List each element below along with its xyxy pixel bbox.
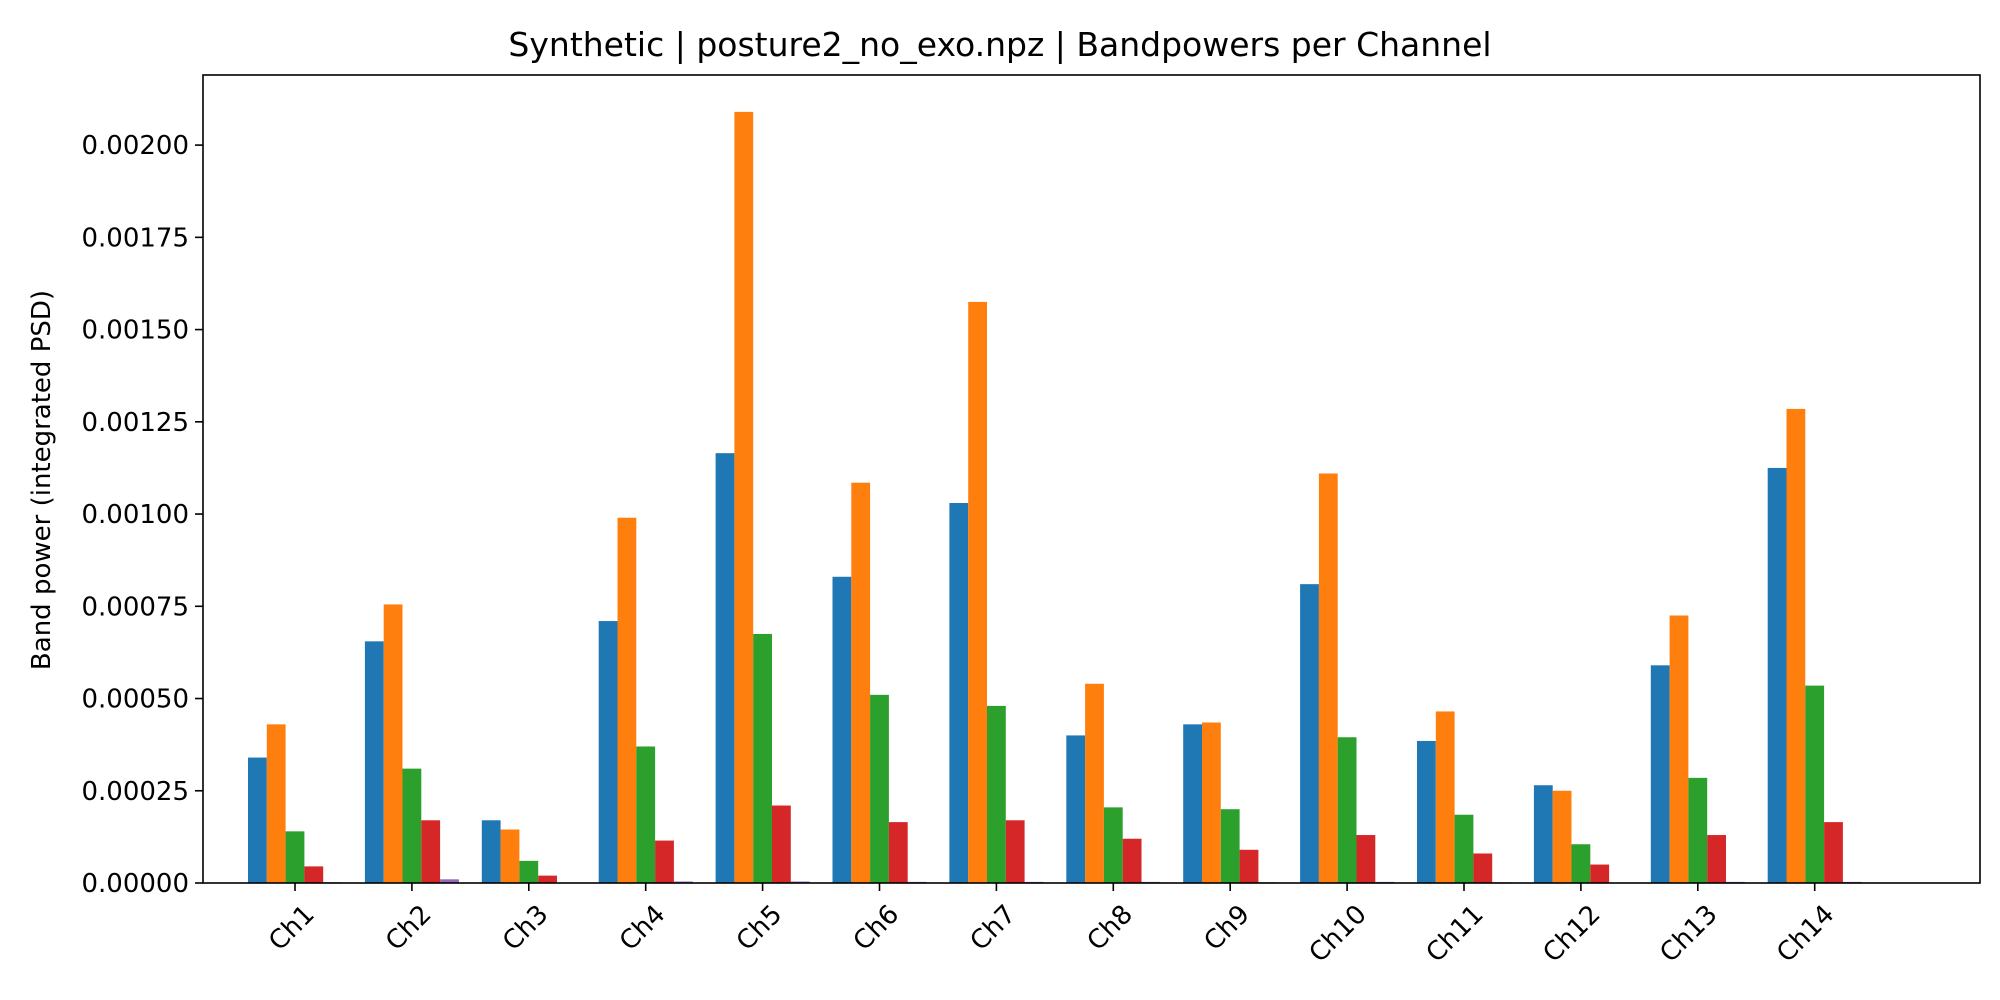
bar-ch4-s4 (655, 840, 674, 883)
bar-ch4-s1 (598, 621, 618, 883)
x-tick-label-ch5: Ch5 (731, 899, 788, 956)
bar-ch11-s3 (1454, 814, 1474, 883)
y-tick-label: 0.00125 (81, 408, 189, 438)
bar-ch11-s1 (1417, 740, 1436, 883)
bar-ch8-s3 (1103, 807, 1123, 883)
bar-ch13-s1 (1650, 665, 1670, 883)
x-tick-label-ch2: Ch2 (380, 899, 437, 956)
bar-ch14-s1 (1767, 467, 1787, 883)
bar-ch14-s3 (1805, 685, 1825, 883)
bar-ch2-s5 (440, 879, 459, 883)
bar-ch2-s3 (402, 768, 422, 883)
bar-ch12-s2 (1552, 790, 1572, 883)
bar-ch4-s3 (636, 746, 656, 883)
x-tick-label-ch12: Ch12 (1537, 899, 1606, 968)
bar-ch4-s2 (617, 517, 637, 883)
bar-ch12-s4 (1590, 864, 1610, 883)
bar-ch9-s2 (1202, 722, 1221, 883)
bar-ch1-s1 (248, 757, 267, 883)
bar-ch7-s1 (949, 502, 969, 883)
y-tick-label: 0.00175 (81, 223, 189, 253)
bar-ch6-s1 (832, 576, 852, 883)
bar-ch13-s3 (1688, 777, 1708, 883)
bar-ch12-s1 (1533, 785, 1553, 883)
bar-ch7-s4 (1005, 820, 1025, 883)
bar-ch12-s3 (1571, 844, 1591, 883)
chart-title: Synthetic | posture2_no_exo.npz | Bandpo… (508, 25, 1491, 64)
bar-ch13-s4 (1707, 835, 1726, 883)
y-tick-label: 0.00100 (81, 500, 189, 530)
y-tick-label: 0.00050 (81, 685, 189, 715)
y-tick-label: 0.00150 (81, 316, 189, 346)
bar-ch3-s1 (481, 820, 501, 883)
bar-ch10-s2 (1318, 473, 1338, 883)
bar-ch9-s3 (1220, 809, 1240, 883)
x-axis-ticks: Ch1 Ch2 Ch3 Ch4 Ch5 Ch6 Ch7 Ch8 Ch9 Ch10 Ch11 Ch12 C… (263, 883, 1840, 969)
bar-ch10-s1 (1300, 584, 1319, 883)
bar-ch8-s1 (1066, 735, 1086, 883)
bar-ch6-s4 (888, 822, 908, 883)
bar-ch7-s2 (968, 301, 987, 883)
x-tick-label-ch14: Ch14 (1771, 899, 1840, 968)
x-tick-label-ch6: Ch6 (848, 899, 905, 956)
x-tick-label-ch13: Ch13 (1654, 899, 1723, 968)
bar-ch10-s3 (1337, 737, 1357, 883)
bar-ch8-s4 (1122, 838, 1142, 883)
y-axis-label: Band power (integrated PSD) (27, 290, 57, 670)
bar-ch10-s4 (1356, 835, 1376, 883)
x-tick-label-ch9: Ch9 (1198, 899, 1255, 956)
x-tick-label-ch7: Ch7 (965, 899, 1022, 956)
bar-ch7-s3 (987, 705, 1006, 883)
bar-ch13-s2 (1669, 615, 1689, 883)
y-tick-label: 0.00025 (81, 777, 189, 807)
y-tick-label: 0.00000 (81, 869, 189, 899)
bar-ch9-s4 (1239, 849, 1259, 883)
bar-ch3-s4 (538, 875, 557, 883)
bar-ch8-s2 (1085, 683, 1104, 883)
bar-ch3-s3 (519, 860, 539, 883)
bar-ch14-s4 (1824, 822, 1843, 883)
bars-group (248, 111, 1862, 883)
bar-ch5-s3 (753, 633, 772, 883)
bar-ch11-s2 (1435, 711, 1455, 883)
bar-ch2-s4 (421, 820, 441, 883)
bar-ch2-s2 (383, 604, 403, 883)
x-tick-label-ch8: Ch8 (1082, 899, 1139, 956)
bar-ch1-s2 (266, 724, 286, 883)
x-tick-label-ch3: Ch3 (497, 899, 554, 956)
bar-ch2-s1 (364, 641, 384, 883)
bar-ch1-s3 (285, 831, 305, 883)
plot-frame (202, 74, 1981, 884)
x-tick-label-ch4: Ch4 (614, 899, 671, 956)
bar-ch6-s2 (851, 482, 871, 883)
x-tick-label-ch10: Ch10 (1304, 899, 1373, 968)
y-tick-label: 0.00200 (81, 131, 189, 161)
bar-ch5-s1 (715, 453, 735, 883)
bar-ch9-s1 (1183, 724, 1202, 883)
bar-ch11-s4 (1473, 853, 1493, 883)
bar-ch14-s2 (1786, 408, 1806, 883)
bar-ch5-s4 (772, 805, 791, 883)
bar-ch5-s2 (734, 111, 754, 883)
bar-ch6-s3 (870, 694, 889, 883)
bar-ch3-s2 (500, 829, 520, 883)
y-axis-ticks: 0.00000 0.00025 0.00050 0.00075 0.00100 0.001… (81, 131, 203, 899)
bar-ch1-s4 (304, 866, 324, 883)
y-tick-label: 0.00075 (81, 592, 189, 622)
x-tick-label-ch1: Ch1 (263, 899, 320, 956)
x-tick-label-ch11: Ch11 (1421, 899, 1490, 968)
